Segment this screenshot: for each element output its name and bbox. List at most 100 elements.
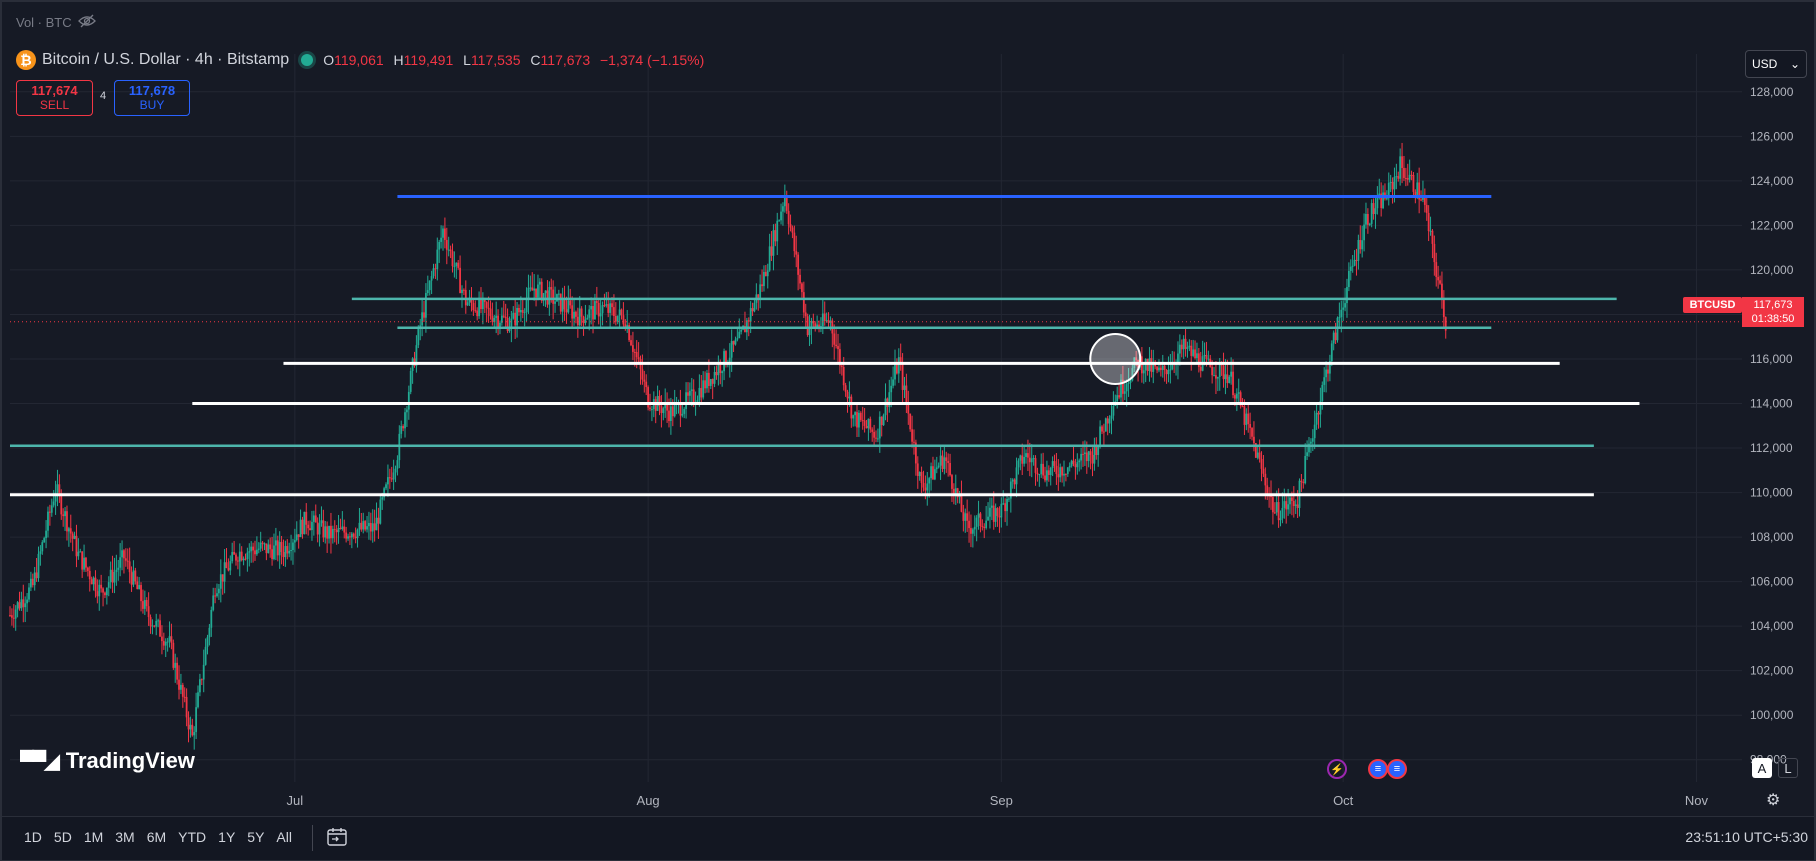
candle-body [1156, 366, 1158, 371]
candle-body [1135, 357, 1138, 361]
candle-body [715, 371, 718, 376]
candle-body [442, 228, 444, 238]
candle-body [820, 326, 822, 328]
symbol-title[interactable]: Bitcoin / U.S. Dollar · 4h · Bitstamp [42, 51, 290, 68]
candle-body [745, 320, 748, 333]
candle-body [1351, 265, 1354, 267]
candle-body [1178, 344, 1181, 354]
candle-body [204, 646, 207, 665]
currency-select[interactable]: USD ⌄ [1745, 50, 1807, 78]
range-tab-ytd[interactable]: YTD [178, 829, 207, 845]
gear-icon[interactable]: ⚙ [1766, 792, 1781, 809]
candle-body [358, 522, 361, 530]
candle-body [461, 289, 463, 293]
candle-body [1061, 467, 1064, 476]
candle-body [529, 287, 532, 289]
candle-body [1222, 365, 1225, 380]
candle-body [202, 664, 205, 680]
lightning-event-icon[interactable]: ⚡ [1327, 759, 1347, 779]
candle-body [660, 406, 663, 414]
candle-body [1032, 458, 1035, 460]
candle-body [1365, 214, 1367, 225]
us-flag-event-icon[interactable]: ≡ [1387, 759, 1407, 779]
candle-body [248, 551, 251, 553]
candle-body [825, 320, 828, 322]
candle-body [1429, 230, 1432, 232]
eye-hidden-icon[interactable] [77, 14, 96, 31]
sell-button[interactable]: 117,674 SELL [16, 80, 93, 116]
candle-body [161, 636, 163, 642]
calendar-goto-icon[interactable] [326, 827, 348, 852]
range-tab-1d[interactable]: 1D [24, 829, 42, 845]
range-tab-3m[interactable]: 3M [115, 829, 135, 845]
candle-body [407, 391, 410, 410]
candle-body [1291, 497, 1293, 501]
candle-body [75, 535, 78, 557]
candle-body [109, 569, 112, 583]
candle-body [1091, 454, 1094, 464]
candle-body [983, 526, 986, 528]
candle-body [628, 325, 631, 341]
candle-body [343, 526, 346, 533]
log-scale-button[interactable]: L [1778, 758, 1798, 778]
candle-body [430, 276, 433, 281]
candle-body [288, 550, 291, 554]
volume-indicator-label[interactable]: Vol · BTC [16, 14, 96, 31]
candle-body [1215, 375, 1217, 379]
candle-body [1441, 283, 1443, 299]
candle-body [337, 527, 340, 533]
utc-clock[interactable]: 23:51:10 UTC+5:30 [1685, 829, 1808, 845]
auto-scale-button[interactable]: A [1752, 758, 1772, 778]
candle-body [637, 357, 640, 360]
price-chart[interactable]: 98,000100,000102,000104,000106,000108,00… [2, 2, 1816, 818]
candle-body [1199, 367, 1202, 371]
candle-body [45, 530, 47, 539]
range-tab-5y[interactable]: 5Y [247, 829, 265, 845]
candle-body [487, 307, 490, 309]
range-tab-5d[interactable]: 5D [53, 829, 72, 845]
candle-body [622, 315, 625, 325]
range-tab-1y[interactable]: 1Y [218, 829, 236, 845]
candle-body [369, 522, 372, 532]
candle-body [1260, 459, 1263, 469]
candle-body [459, 267, 461, 293]
candle-body [293, 540, 296, 543]
candle-body [352, 533, 355, 537]
candle-body [662, 408, 665, 414]
candle-body [567, 300, 570, 313]
candle-body [1116, 395, 1119, 402]
candle-body [690, 389, 693, 391]
candle-body [753, 302, 756, 312]
candle-body [869, 418, 872, 430]
candle-body [210, 609, 213, 628]
candle-body [10, 615, 13, 618]
candle-body [263, 543, 266, 545]
candle-body [1241, 405, 1244, 407]
candle-body [449, 249, 452, 252]
candle-body [394, 468, 397, 473]
candle-body [62, 514, 65, 517]
candle-body [1292, 500, 1295, 507]
candle-body [521, 310, 524, 313]
y-tick-label: 122,000 [1750, 218, 1794, 232]
tradingview-logo[interactable]: ▀▀◢ TradingView [20, 748, 195, 774]
range-tab-1m[interactable]: 1M [83, 829, 104, 845]
range-tab-6m[interactable]: 6M [146, 829, 167, 845]
candle-body [732, 341, 735, 345]
us-flag-event-icon[interactable]: ≡ [1368, 759, 1388, 779]
candle-body [246, 552, 249, 559]
candle-body [178, 679, 180, 690]
candle-body [1167, 370, 1170, 375]
candle-body [783, 195, 786, 207]
candle-body [992, 505, 995, 522]
range-tab-all[interactable]: All [276, 829, 292, 845]
candle-body [892, 379, 894, 386]
candle-body [1055, 465, 1058, 475]
candle-body [1028, 457, 1031, 463]
candle-body [48, 511, 51, 513]
candle-body [964, 513, 967, 521]
candle-body [388, 477, 391, 479]
buy-button[interactable]: 117,678 BUY [114, 80, 190, 116]
candle-body [1009, 481, 1012, 499]
candle-body [1150, 358, 1153, 372]
